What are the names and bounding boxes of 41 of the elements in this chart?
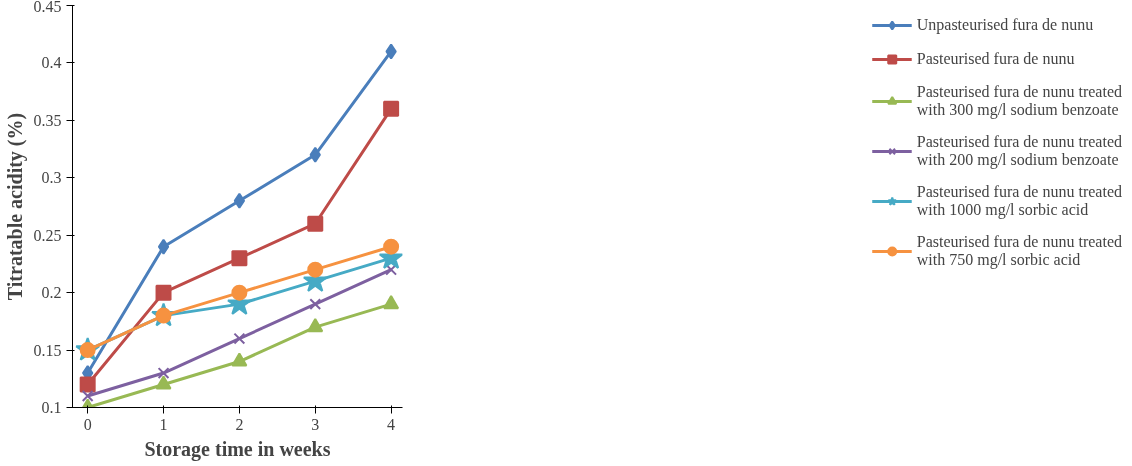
point [383,295,400,310]
y-tick-label: 0.1 [41,399,62,416]
legend-label: Pasteurised fura de nunu [916,50,1075,68]
point [231,284,248,301]
x-tick-label: 3 [311,415,320,433]
y-tick-label: 0.35 [33,111,62,129]
x-axis-title: Storage time in weeks [144,437,331,461]
point [383,238,400,255]
x-tick-label: 1 [159,415,168,433]
legend-label: Pasteurised fura de nunu treated with 1000 mg/l sorbic acid [916,183,1122,219]
legend-label: Pasteurised fura de nunu treated with 300 mg/l sodium benzoate [916,83,1122,119]
y-tick-label: 0.15 [33,341,62,359]
point [309,298,322,311]
point [309,146,321,163]
point [155,375,172,390]
x-tick-label: 4 [387,415,396,433]
point [157,238,170,255]
point [231,250,248,267]
point [233,192,246,209]
point [233,332,246,345]
legend-label: Unpasteurised fura de nunu [916,16,1094,34]
point [231,352,248,367]
y-axis-title: Titratable acidity (%) [3,112,27,301]
point [307,261,324,278]
x-tick-label: 0 [83,415,92,433]
point [155,284,172,301]
point [157,367,170,379]
x-tick-label: 2 [235,415,244,433]
y-tick-label: 0.4 [41,54,62,72]
y-tick-label: 0.3 [41,169,62,187]
legend-label: Pasteurised fura de nunu treated with 750 mg/l sorbic acid [916,233,1122,269]
point [81,390,94,402]
point [307,318,324,333]
point [79,376,96,393]
legend-label: Pasteurised fura de nunu treated with 200 mg/l sodium benzoate [916,133,1122,169]
y-tick-label: 0.45 [33,0,62,15]
point [307,215,324,232]
point [385,43,397,60]
y-tick-label: 0.25 [33,226,62,244]
point [383,100,400,117]
y-tick-label: 0.2 [41,284,62,302]
